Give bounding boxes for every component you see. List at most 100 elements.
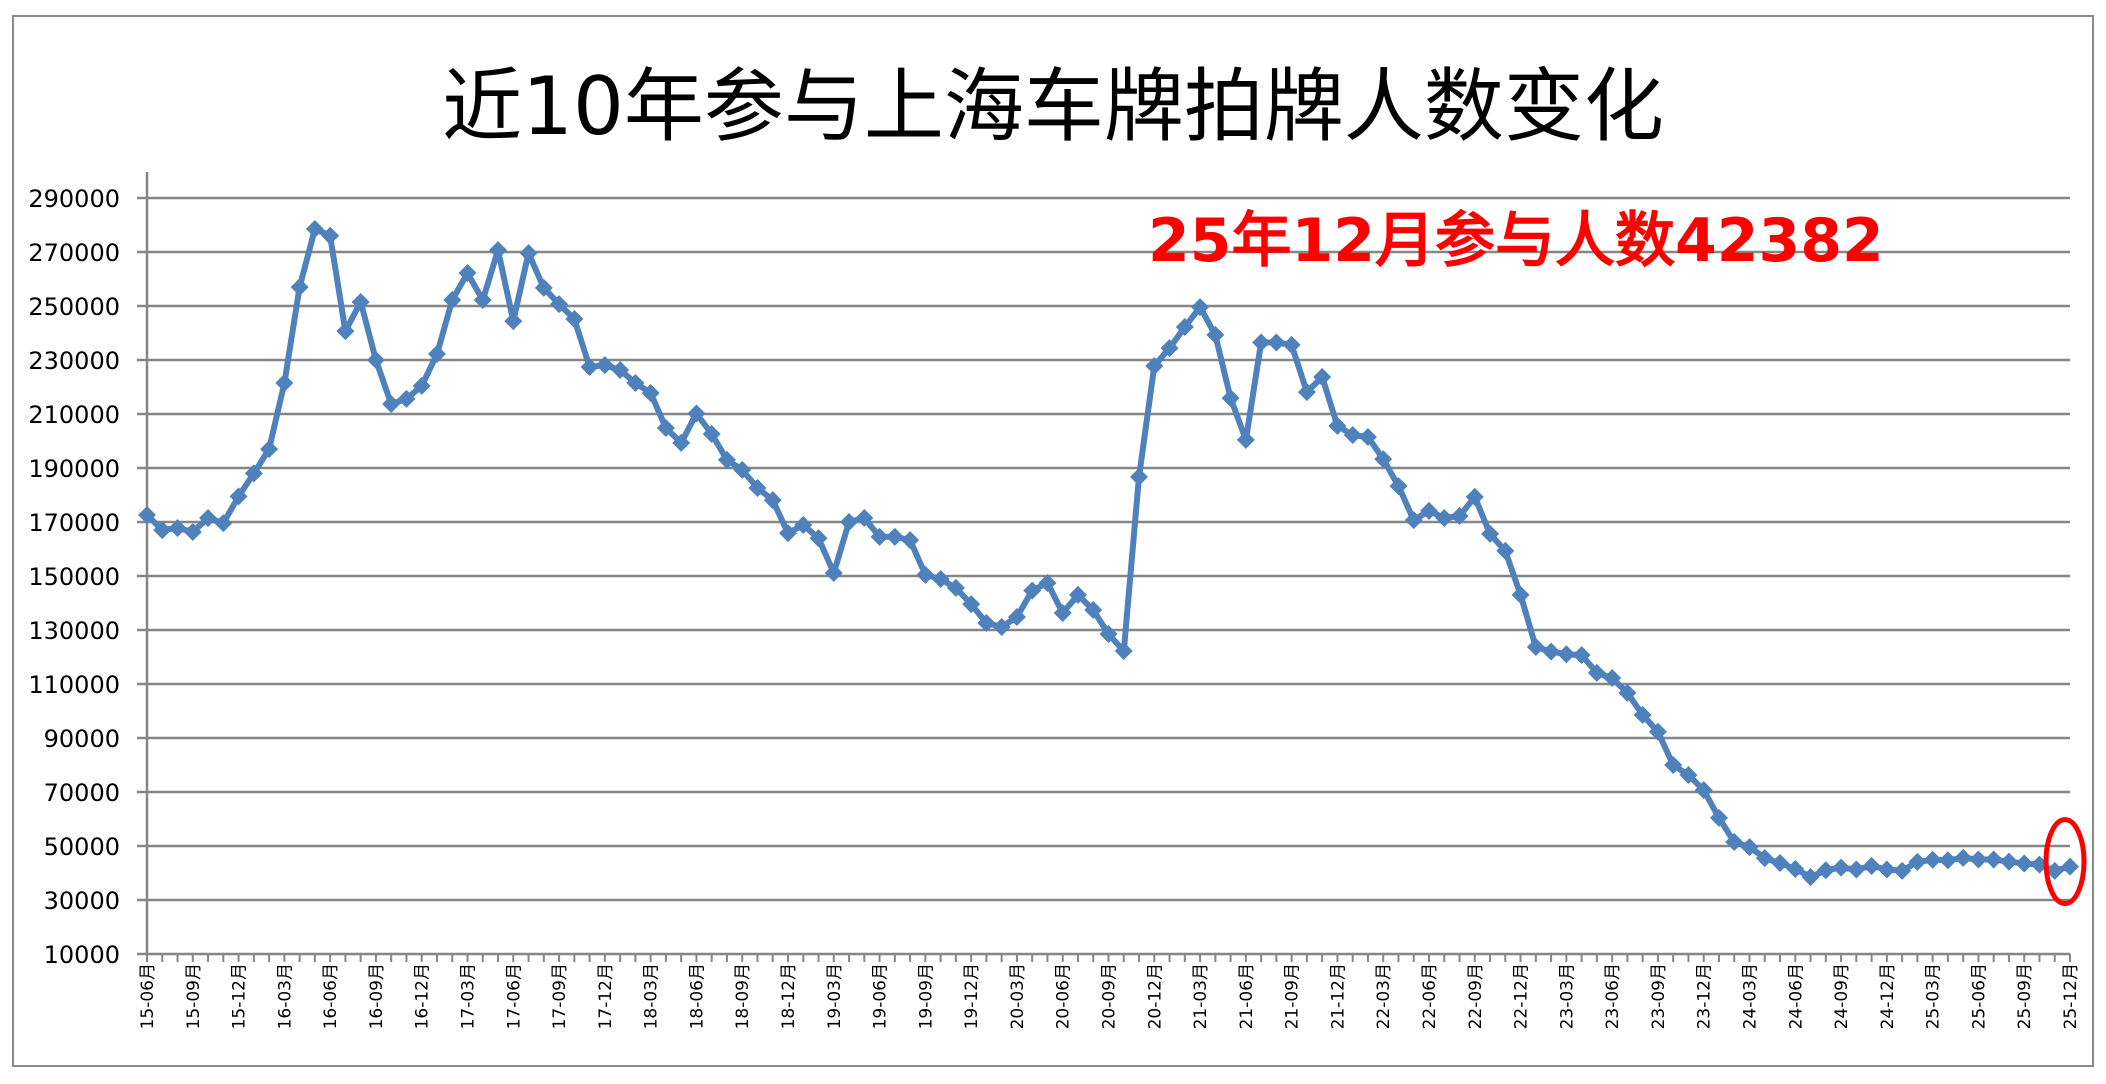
diamond-marker — [1038, 574, 1057, 593]
diamond-marker — [885, 527, 904, 546]
diamond-marker — [1145, 356, 1164, 375]
diamond-marker — [1847, 860, 1866, 879]
diamond-marker — [1954, 848, 1973, 867]
diamond-marker — [977, 613, 996, 632]
diamond-marker — [840, 513, 859, 531]
diamond-marker — [1603, 669, 1622, 688]
diamond-marker — [534, 278, 553, 297]
diamond-marker — [733, 460, 752, 479]
diamond-marker — [412, 376, 431, 395]
y-tick-label: 90000 — [44, 725, 120, 753]
diamond-marker — [1023, 581, 1042, 600]
x-tick-label: 17-03月 — [459, 963, 479, 1029]
diamond-marker — [870, 527, 889, 546]
diamond-marker — [366, 351, 385, 369]
diamond-marker — [1496, 541, 1515, 560]
diamond-marker — [1984, 850, 2003, 869]
diamond-marker — [809, 529, 828, 548]
y-tick-label: 210000 — [28, 401, 120, 429]
x-tick-label: 18-06月 — [687, 963, 707, 1029]
x-tick-label: 24-06月 — [1786, 963, 1806, 1029]
y-tick-label: 170000 — [28, 509, 120, 537]
x-tick-label: 19-09月 — [916, 963, 936, 1029]
y-tick-label: 10000 — [44, 941, 120, 969]
x-tick-label: 16-06月 — [321, 963, 341, 1029]
diamond-marker — [595, 356, 614, 375]
diamond-marker — [1648, 722, 1667, 741]
x-tick-label: 20-06月 — [1054, 963, 1074, 1029]
latest-value-annotation: 25年12月参与人数42382 — [1148, 206, 1884, 276]
diamond-marker — [260, 440, 279, 459]
diamond-marker — [1526, 638, 1545, 657]
x-tick-label: 25-06月 — [1969, 963, 1989, 1029]
diamond-marker — [397, 389, 416, 408]
diamond-marker — [550, 295, 569, 314]
diamond-marker — [305, 220, 324, 239]
diamond-marker — [473, 291, 492, 310]
diamond-marker — [1053, 603, 1072, 622]
diamond-marker — [382, 395, 401, 414]
diamond-marker — [1435, 508, 1454, 527]
y-tick-label: 110000 — [28, 671, 120, 699]
diamond-marker — [2015, 854, 2034, 873]
diamond-marker — [153, 521, 172, 540]
x-tick-label: 23-06月 — [1603, 963, 1623, 1029]
diamond-marker — [672, 433, 691, 452]
diamond-marker — [1313, 368, 1332, 387]
y-tick-label: 250000 — [28, 293, 120, 321]
diamond-marker — [1969, 850, 1988, 869]
diamond-marker — [1114, 642, 1133, 661]
diamond-marker — [580, 358, 599, 377]
diamond-marker — [1007, 608, 1026, 627]
diamond-marker — [1465, 487, 1484, 506]
diamond-marker — [1755, 849, 1774, 868]
diamond-marker — [1877, 860, 1896, 879]
y-tick-label: 130000 — [28, 617, 120, 645]
x-tick-label: 23-03月 — [1557, 963, 1577, 1029]
diamond-marker — [1282, 335, 1301, 354]
y-tick-label: 150000 — [28, 563, 120, 591]
diamond-marker — [916, 565, 935, 584]
x-tick-label: 19-12月 — [962, 963, 982, 1029]
x-tick-label: 17-12月 — [596, 963, 616, 1029]
x-tick-label: 21-12月 — [1328, 963, 1348, 1029]
y-tick-label: 70000 — [44, 779, 120, 807]
diamond-marker — [1816, 861, 1835, 880]
diamond-marker — [1725, 832, 1744, 851]
diamond-marker — [1481, 524, 1500, 543]
x-tick-label: 22-09月 — [1466, 963, 1486, 1029]
diamond-marker — [214, 514, 233, 533]
diamond-marker — [1404, 511, 1423, 530]
x-tick-label: 24-09月 — [1832, 963, 1852, 1029]
x-tick-label: 25-09月 — [2015, 963, 2035, 1029]
diamond-marker — [1297, 383, 1316, 402]
diamond-marker — [1587, 663, 1606, 682]
diamond-marker — [763, 491, 782, 510]
diamond-marker — [1328, 416, 1347, 435]
x-tick-label: 18-03月 — [642, 963, 662, 1029]
diamond-marker — [1068, 585, 1087, 604]
x-tick-label: 21-06月 — [1237, 963, 1257, 1029]
diamond-marker — [962, 595, 981, 614]
x-tick-label: 15-12月 — [230, 963, 250, 1029]
x-tick-label: 16-09月 — [367, 963, 387, 1029]
diamond-marker — [824, 564, 843, 583]
diamond-marker — [1252, 333, 1271, 352]
x-tick-label: 18-09月 — [733, 963, 753, 1029]
x-tick-label: 22-03月 — [1374, 963, 1394, 1029]
diamond-marker — [1236, 430, 1255, 449]
diamond-marker — [1740, 838, 1759, 857]
diamond-marker — [1862, 856, 1881, 875]
diamond-marker — [1618, 683, 1637, 702]
diamond-marker — [229, 487, 248, 506]
diamond-marker — [626, 373, 645, 392]
diamond-marker — [1221, 389, 1240, 408]
diamond-marker — [199, 508, 218, 527]
diamond-marker — [1358, 427, 1377, 446]
diamond-marker — [1557, 645, 1576, 664]
diamond-marker — [1084, 601, 1103, 620]
y-tick-label: 230000 — [28, 347, 120, 375]
diamond-marker — [1130, 467, 1149, 486]
x-tick-label: 23-12月 — [1695, 963, 1715, 1029]
x-tick-label: 24-12月 — [1878, 963, 1898, 1029]
